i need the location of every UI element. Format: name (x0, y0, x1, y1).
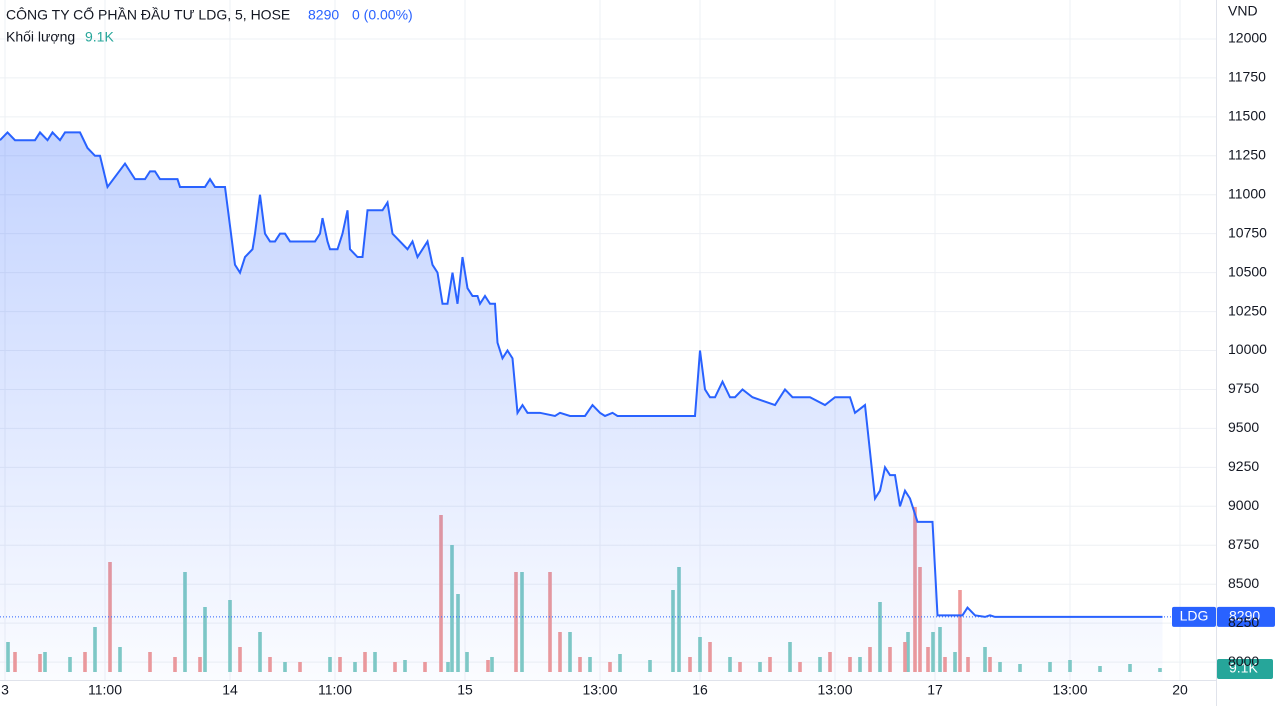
price-change: 0 (0.00%) (352, 7, 413, 23)
volume-value: 9.1K (85, 29, 114, 45)
price-area (0, 132, 1163, 681)
y-unit: VND (1228, 3, 1258, 19)
x-tick-label: 13:00 (1052, 682, 1087, 698)
volume-caption: Khối lượng (6, 29, 75, 45)
y-tick-label: 9000 (1228, 497, 1259, 513)
y-tick-label: 9500 (1228, 419, 1259, 435)
x-tick-label: 13:00 (582, 682, 617, 698)
x-tick-label: 11:00 (88, 682, 122, 698)
y-tick-label: 8000 (1228, 653, 1259, 669)
price-badge (1217, 606, 1275, 627)
last-price: 8290 (308, 7, 339, 23)
symbol-label: LDG (1180, 608, 1209, 624)
y-tick-label: 10000 (1228, 341, 1267, 357)
x-tick-label: 16 (692, 682, 708, 698)
x-tick-label: 11:00 (318, 682, 352, 698)
y-tick-label: 11000 (1228, 185, 1266, 201)
y-tick-label: 11750 (1228, 69, 1266, 85)
symbol-badge (1172, 606, 1216, 627)
x-tick-label: 3 (1, 682, 9, 698)
x-tick-label: 14 (222, 682, 238, 698)
y-tick-label: 12000 (1228, 30, 1267, 46)
y-tick-label: 10750 (1228, 224, 1267, 240)
chart-title: CÔNG TY CỔ PHẦN ĐẦU TƯ LDG, 5, HOSE (6, 6, 290, 23)
y-tick-label: 8500 (1228, 575, 1259, 591)
volume-badge-label: 9.1K (1229, 660, 1258, 676)
price-line (0, 130, 1163, 618)
y-tick-label: 10500 (1228, 263, 1267, 279)
x-tick-label: 20 (1172, 682, 1188, 698)
x-tick-label: 13:00 (817, 682, 852, 698)
y-tick-label: 8250 (1228, 614, 1259, 630)
y-tick-label: 9750 (1228, 380, 1259, 396)
x-tick-label: 17 (927, 682, 943, 698)
price-badge-label: 8290 (1229, 608, 1260, 624)
y-tick-label: 11500 (1228, 108, 1266, 124)
y-tick-label: 8750 (1228, 536, 1259, 552)
x-tick-label: 15 (457, 682, 473, 698)
y-tick-label: 9250 (1228, 458, 1259, 474)
y-tick-label: 10250 (1228, 302, 1267, 318)
volume-badge (1217, 659, 1273, 679)
y-tick-label: 11250 (1228, 146, 1266, 162)
